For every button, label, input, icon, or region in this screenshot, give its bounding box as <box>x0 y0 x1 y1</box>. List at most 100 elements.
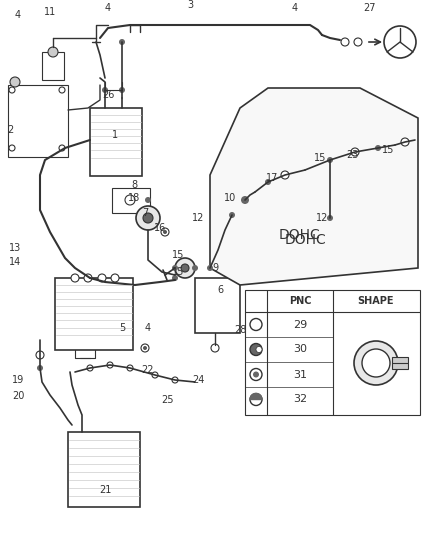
Circle shape <box>401 138 409 146</box>
Text: 12: 12 <box>316 213 328 223</box>
Text: 4: 4 <box>105 3 111 13</box>
Text: PNC: PNC <box>289 296 311 306</box>
Polygon shape <box>210 88 418 285</box>
Text: 1: 1 <box>112 130 118 140</box>
Bar <box>8 85 68 157</box>
Circle shape <box>172 275 178 281</box>
Text: 13: 13 <box>9 243 21 253</box>
Circle shape <box>48 47 58 57</box>
Text: 15: 15 <box>382 145 394 155</box>
Circle shape <box>362 349 390 377</box>
Bar <box>195 278 240 333</box>
Text: SHAPE: SHAPE <box>358 296 394 306</box>
Circle shape <box>127 365 133 371</box>
Circle shape <box>250 393 262 406</box>
Circle shape <box>143 346 147 350</box>
Circle shape <box>98 274 106 282</box>
Text: 11: 11 <box>44 7 56 17</box>
Circle shape <box>327 215 333 221</box>
Circle shape <box>125 195 135 205</box>
Circle shape <box>119 87 125 93</box>
Circle shape <box>163 230 167 234</box>
Wedge shape <box>250 393 262 400</box>
Bar <box>112 188 150 213</box>
Circle shape <box>59 87 65 93</box>
Circle shape <box>143 213 153 223</box>
Circle shape <box>351 148 359 156</box>
Circle shape <box>172 265 178 271</box>
Text: 4: 4 <box>15 10 21 20</box>
Text: 24: 24 <box>192 375 204 385</box>
Text: DOHC: DOHC <box>279 228 321 242</box>
Circle shape <box>241 196 249 204</box>
Circle shape <box>10 77 20 87</box>
Text: 9: 9 <box>212 263 218 273</box>
Text: 3: 3 <box>187 0 193 10</box>
Text: 31: 31 <box>293 369 307 379</box>
Text: 25: 25 <box>162 395 174 405</box>
Circle shape <box>152 372 158 378</box>
Circle shape <box>102 87 108 93</box>
Circle shape <box>354 38 362 46</box>
Text: 21: 21 <box>99 485 111 495</box>
Text: 19: 19 <box>12 375 24 385</box>
Circle shape <box>145 197 151 203</box>
Text: 4: 4 <box>145 323 151 333</box>
Circle shape <box>172 377 178 383</box>
Text: 15: 15 <box>172 250 184 260</box>
Text: 5: 5 <box>119 323 125 333</box>
Circle shape <box>36 351 44 359</box>
Text: 16: 16 <box>154 223 166 233</box>
Bar <box>90 108 142 176</box>
Text: 7: 7 <box>142 208 148 218</box>
Circle shape <box>256 346 262 352</box>
Bar <box>392 357 408 369</box>
Text: 22: 22 <box>142 365 154 375</box>
Circle shape <box>229 212 235 218</box>
Circle shape <box>341 38 349 46</box>
Text: 14: 14 <box>9 257 21 267</box>
Circle shape <box>192 265 198 271</box>
Circle shape <box>84 274 92 282</box>
Circle shape <box>87 365 93 371</box>
Circle shape <box>141 344 149 352</box>
Bar <box>42 52 64 80</box>
Text: 10: 10 <box>224 193 236 203</box>
Circle shape <box>250 343 262 356</box>
Text: 6: 6 <box>217 285 223 295</box>
Text: 15: 15 <box>172 267 184 277</box>
Bar <box>245 290 420 415</box>
Text: 18: 18 <box>128 193 140 203</box>
Text: 8: 8 <box>131 180 137 190</box>
Circle shape <box>37 365 43 371</box>
Text: 4: 4 <box>292 3 298 13</box>
Circle shape <box>59 145 65 151</box>
Text: 26: 26 <box>102 90 114 100</box>
Circle shape <box>9 145 15 151</box>
Bar <box>55 278 133 350</box>
Circle shape <box>250 319 262 330</box>
Text: 20: 20 <box>12 391 24 401</box>
Circle shape <box>211 344 219 352</box>
Circle shape <box>375 145 381 151</box>
Circle shape <box>107 362 113 368</box>
Text: 27: 27 <box>364 3 376 13</box>
Circle shape <box>265 179 271 185</box>
Circle shape <box>111 274 119 282</box>
Circle shape <box>119 39 125 45</box>
Text: 29: 29 <box>293 319 307 329</box>
Circle shape <box>250 368 262 381</box>
Circle shape <box>181 264 189 272</box>
Circle shape <box>207 265 213 271</box>
Circle shape <box>281 171 289 179</box>
Circle shape <box>253 372 259 377</box>
Text: 30: 30 <box>293 344 307 354</box>
Circle shape <box>71 274 79 282</box>
Text: 32: 32 <box>293 394 307 405</box>
Circle shape <box>327 157 333 163</box>
Circle shape <box>9 87 15 93</box>
Circle shape <box>175 258 195 278</box>
Circle shape <box>161 228 169 236</box>
Text: 12: 12 <box>192 213 204 223</box>
Text: DOHC: DOHC <box>284 233 326 247</box>
